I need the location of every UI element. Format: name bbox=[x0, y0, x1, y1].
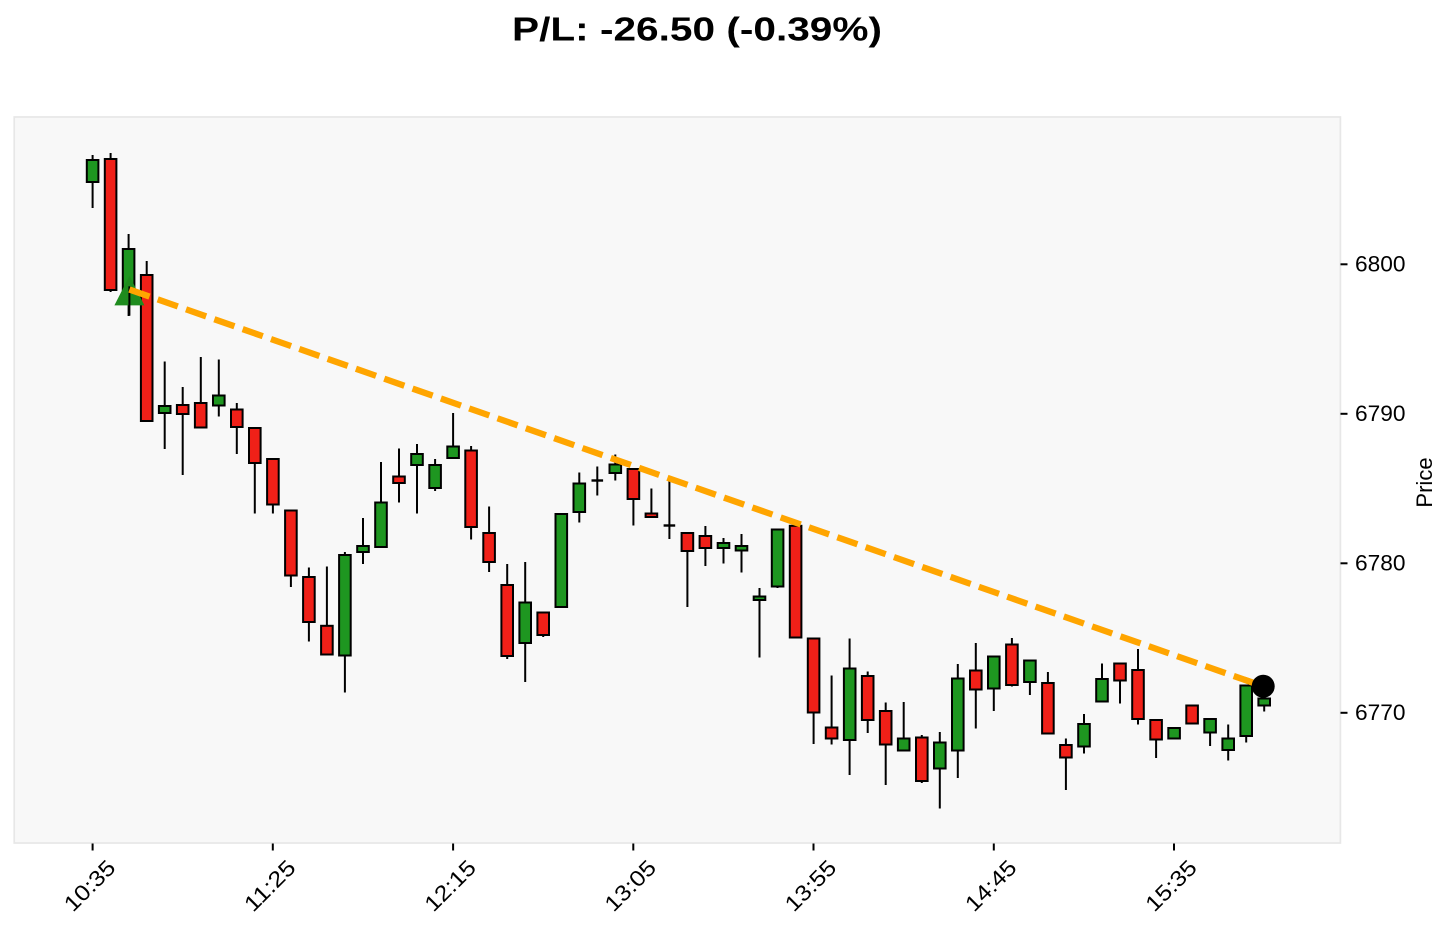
svg-text:P/L: -26.50 (-0.39%): P/L: -26.50 (-0.39%) bbox=[512, 10, 882, 47]
svg-text:6790: 6790 bbox=[1355, 401, 1406, 426]
svg-text:6780: 6780 bbox=[1355, 551, 1406, 576]
svg-text:Price: Price bbox=[1412, 457, 1437, 507]
svg-text:6800: 6800 bbox=[1355, 252, 1406, 277]
svg-text:6770: 6770 bbox=[1355, 700, 1406, 725]
